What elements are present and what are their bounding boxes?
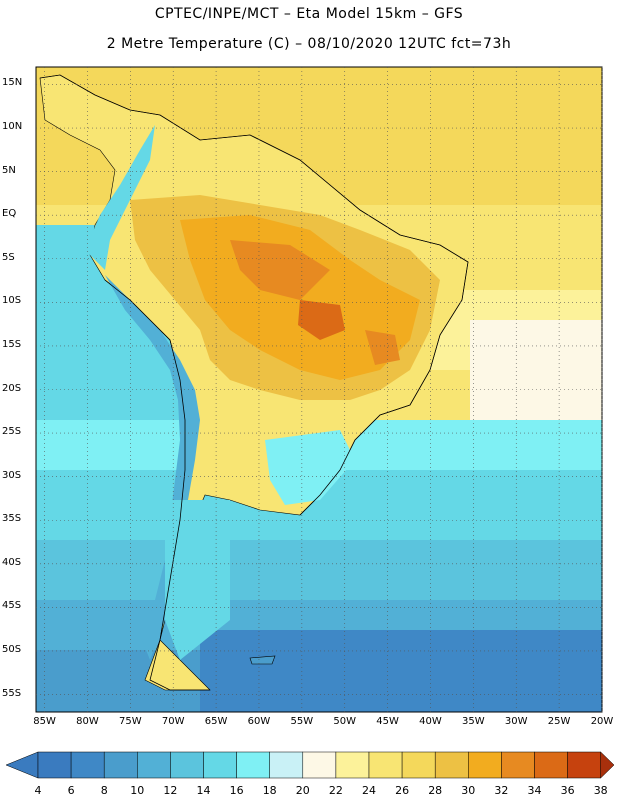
colorbar-swatch — [70, 751, 105, 779]
colorbar-tick-label: 16 — [229, 784, 244, 797]
lat-label: 55S — [2, 687, 22, 699]
lat-label: 5S — [2, 251, 15, 263]
colorbar-tick-label: 36 — [560, 784, 575, 797]
colorbar-swatch — [468, 751, 502, 779]
lon-label: 20W — [590, 716, 614, 727]
colorbar-swatch — [203, 751, 237, 779]
lon-label: 65W — [204, 716, 228, 727]
lon-label: 55W — [290, 716, 314, 727]
colorbar-tick-label: 12 — [163, 784, 178, 797]
colorbar-tick-label: 22 — [328, 784, 343, 797]
colorbar-swatch — [501, 751, 535, 779]
colorbar-swatch — [137, 751, 171, 779]
colorbar-tick-label: 30 — [461, 784, 476, 797]
colorbar-swatch — [269, 751, 304, 779]
colorbar-tick-label: 18 — [262, 784, 277, 797]
colorbar-tick-label: 20 — [295, 784, 310, 797]
lat-label: 20S — [2, 382, 22, 394]
lat-label: 25S — [2, 426, 22, 438]
lat-label: 50S — [2, 643, 22, 655]
colorbar-tick-label: 4 — [34, 784, 42, 797]
lat-label: 15N — [2, 77, 23, 89]
lon-label: 45W — [376, 716, 399, 727]
lat-label: 10N — [2, 121, 23, 132]
chart-title-line2: 2 Metre Temperature (C) – 08/10/2020 12U… — [106, 36, 512, 52]
lon-label: 80W — [76, 716, 99, 727]
lon-label: 85W — [33, 716, 56, 727]
colorbar-swatch — [567, 751, 601, 779]
lon-label: 35W — [462, 716, 485, 727]
lat-label: 5N — [2, 164, 16, 176]
lon-label: 25W — [547, 716, 571, 727]
lat-label: 35S — [2, 513, 22, 525]
colorbar-tick-label: 34 — [527, 784, 542, 797]
chart-title-line1: CPTEC/INPE/MCT – Eta Model 15km – GFS — [154, 6, 464, 22]
temperature-colorbar — [5, 751, 615, 779]
colorbar-tick-label: 26 — [395, 784, 410, 797]
colorbar-swatch — [368, 751, 403, 779]
lon-label: 75W — [119, 716, 142, 727]
colorbar-swatch — [170, 751, 204, 779]
lat-label: 10S — [2, 295, 22, 307]
lon-label: 70W — [161, 716, 185, 727]
lat-label: 40S — [2, 556, 22, 568]
lon-label: 40W — [419, 716, 442, 727]
colorbar-tick-label: 32 — [494, 784, 509, 797]
lat-label: EQ — [2, 208, 17, 220]
colorbar-swatch — [335, 751, 370, 779]
colorbar-swatch — [302, 751, 337, 779]
colorbar-high-arrow — [600, 751, 615, 779]
colorbar-tick-label: 14 — [196, 784, 211, 797]
colorbar-swatch — [534, 751, 568, 779]
colorbar-swatch — [434, 751, 469, 779]
lat-label: 45S — [2, 600, 22, 612]
lat-label: 30S — [2, 469, 22, 481]
colorbar-low-arrow — [5, 751, 39, 779]
colorbar-tick-label: 28 — [428, 784, 443, 797]
colorbar-swatch — [236, 751, 270, 779]
colorbar-tick-label: 24 — [362, 784, 376, 797]
colorbar-tick-label: 8 — [100, 784, 108, 797]
colorbar-swatch — [37, 751, 72, 779]
lon-label: 60W — [247, 716, 271, 727]
colorbar-tick-label: 10 — [130, 784, 145, 797]
colorbar-tick-label: 6 — [67, 784, 75, 797]
lat-label: 15S — [2, 338, 22, 350]
colorbar-tick-label: 38 — [593, 784, 608, 797]
colorbar-swatch — [103, 751, 138, 779]
lon-label: 30W — [504, 716, 528, 727]
colorbar-swatch — [401, 751, 436, 779]
lon-label: 50W — [333, 716, 357, 727]
